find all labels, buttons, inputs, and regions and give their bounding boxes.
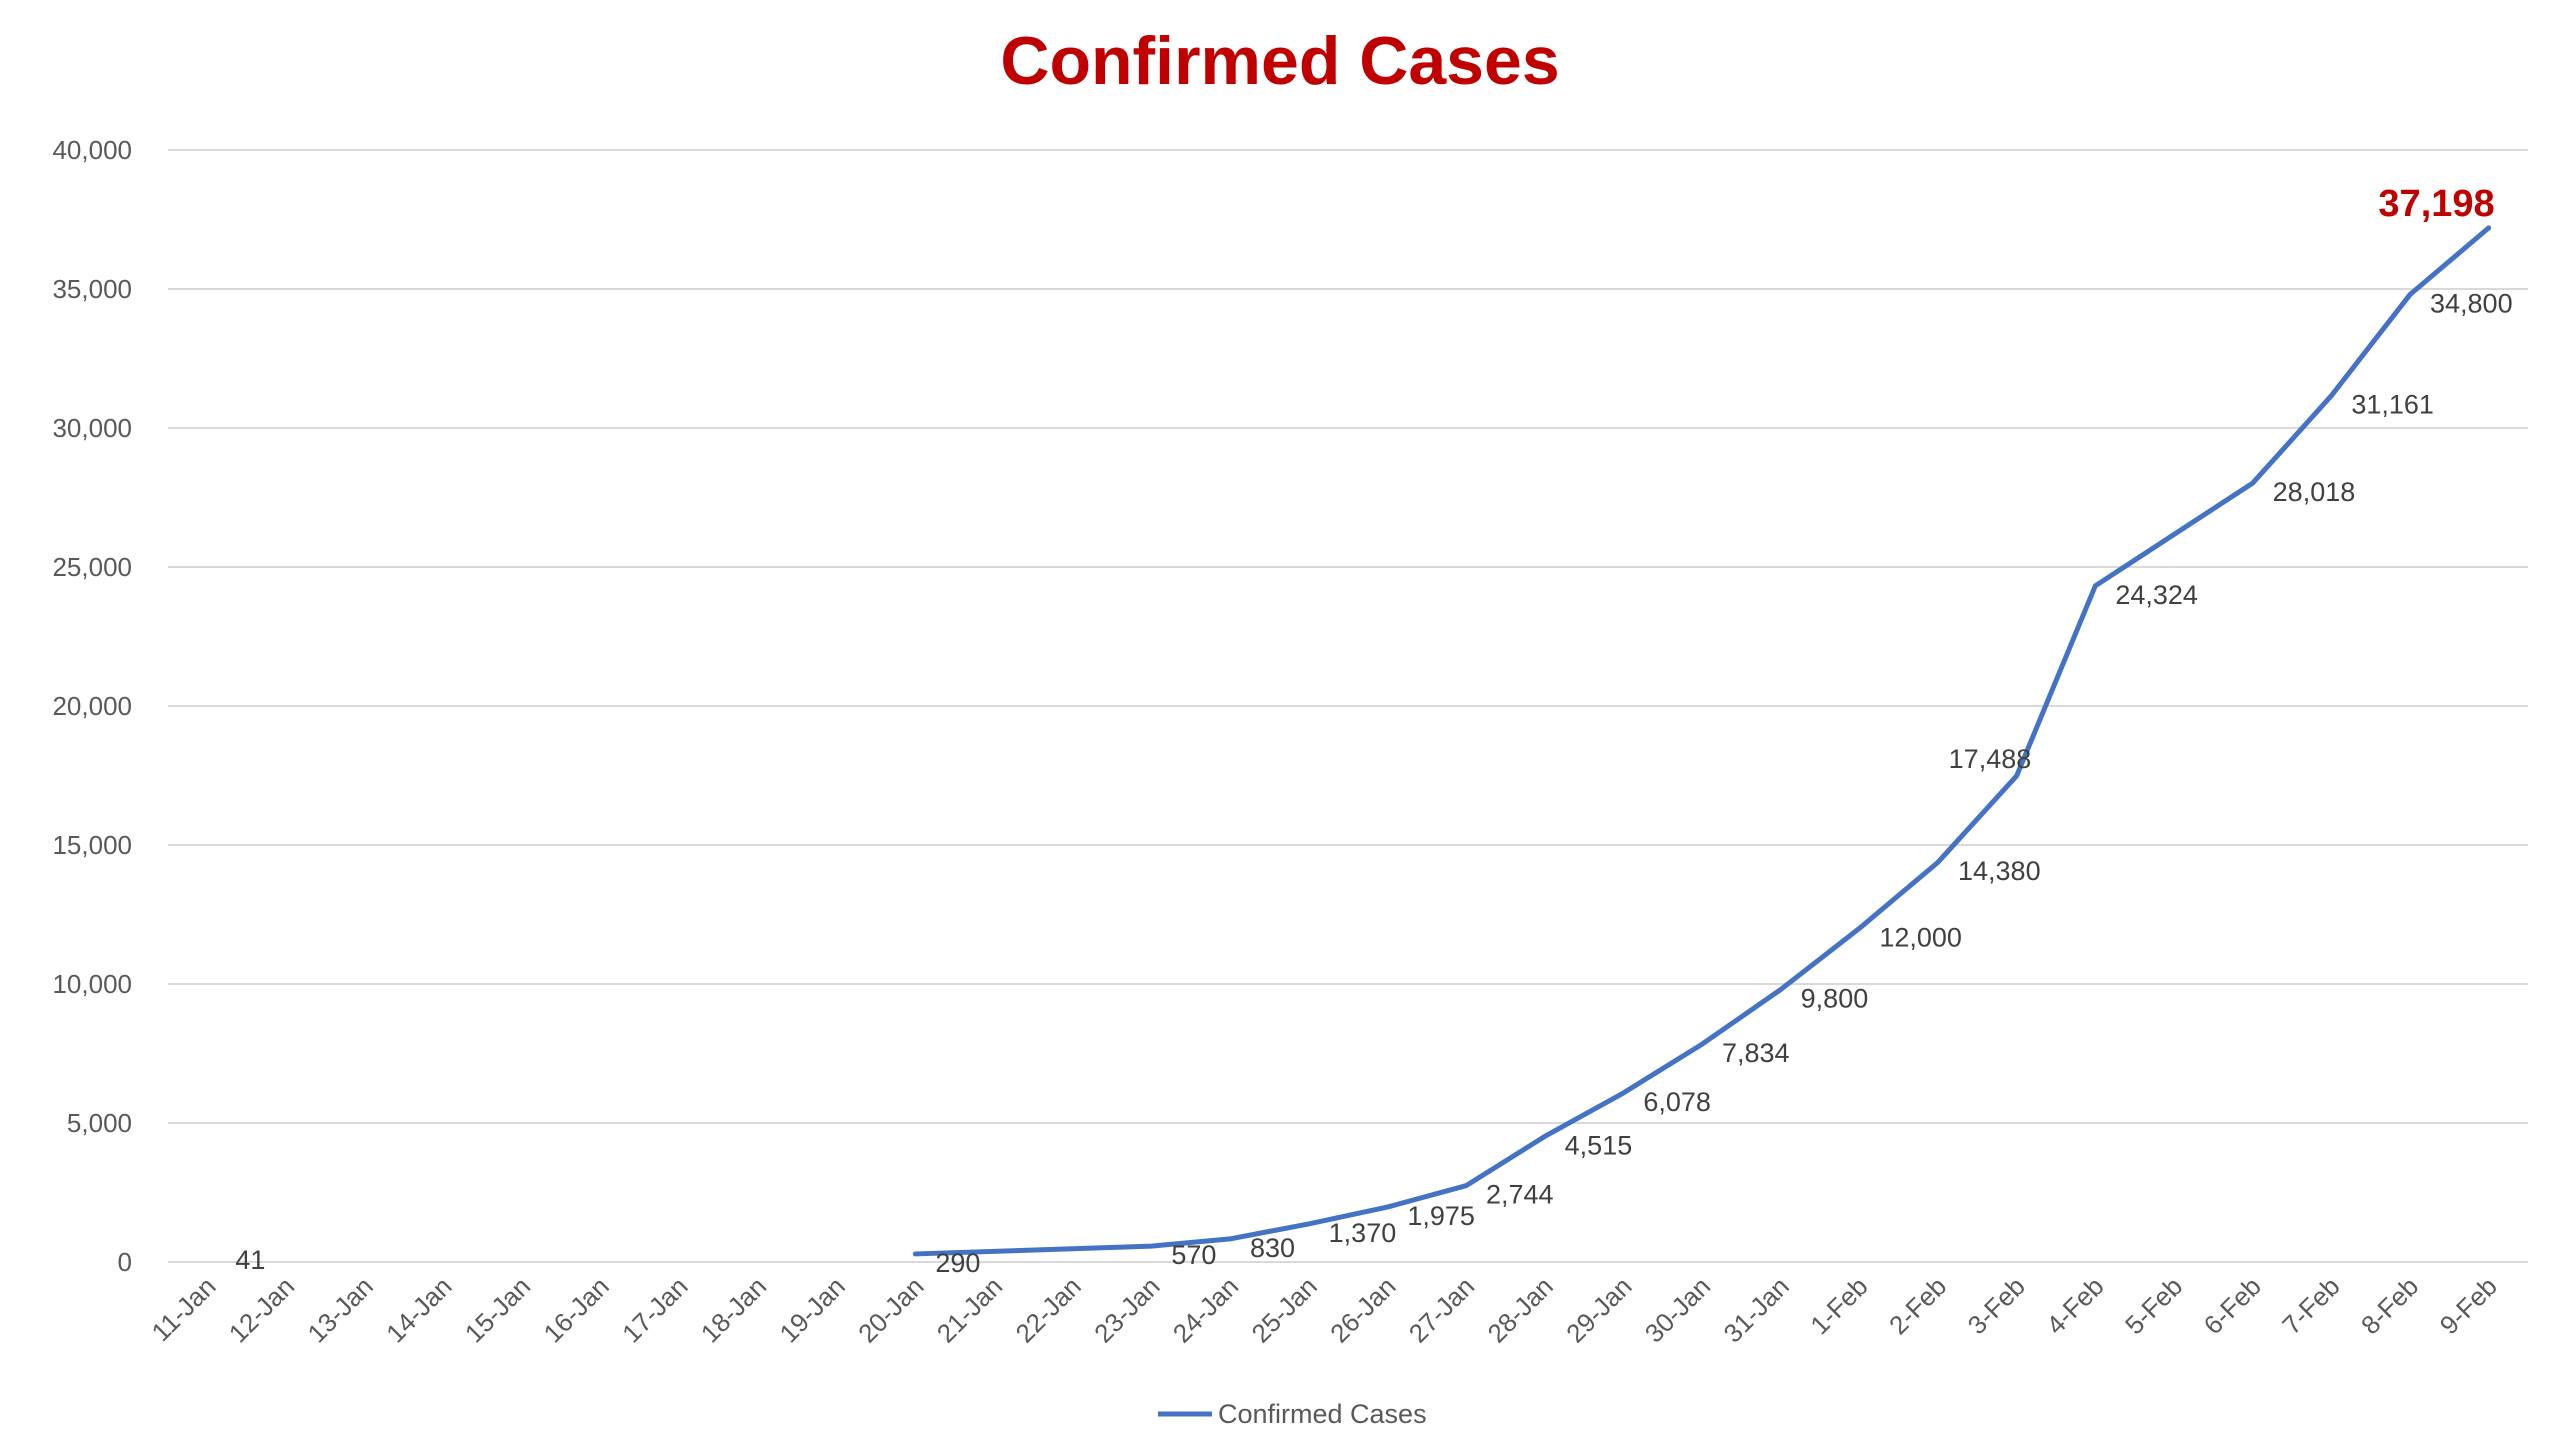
data-label: 41: [235, 1245, 265, 1275]
x-tick-label: 6-Feb: [2198, 1271, 2267, 1340]
x-tick-label: 7-Feb: [2276, 1271, 2345, 1340]
x-tick-label: 9-Feb: [2434, 1271, 2503, 1340]
x-tick-label: 2-Feb: [1883, 1271, 1952, 1340]
data-label: 9,800: [1801, 984, 1869, 1014]
x-tick-label: 17-Jan: [616, 1271, 693, 1348]
x-tick-label: 11-Jan: [146, 1271, 222, 1347]
y-tick-label: 35,000: [52, 274, 132, 304]
x-tick-label: 26-Jan: [1324, 1271, 1401, 1348]
x-tick-label: 30-Jan: [1639, 1271, 1716, 1348]
data-label: 17,488: [1949, 744, 2032, 774]
data-label: 6,078: [1643, 1087, 1711, 1117]
x-tick-label: 13-Jan: [301, 1271, 378, 1348]
x-tick-label: 8-Feb: [2355, 1271, 2424, 1340]
series-line-confirmed-cases: [912, 225, 2492, 1257]
x-tick-label: 16-Jan: [537, 1271, 614, 1348]
x-tick-label: 18-Jan: [695, 1271, 772, 1348]
y-tick-label: 0: [118, 1247, 132, 1277]
data-label: 830: [1250, 1233, 1295, 1263]
data-label: 31,161: [2351, 390, 2434, 420]
data-label: 7,834: [1722, 1038, 1790, 1068]
y-tick-label: 25,000: [52, 552, 132, 582]
data-label: 24,324: [2115, 580, 2198, 610]
data-label: 4,515: [1565, 1130, 1633, 1160]
x-tick-label: 20-Jan: [852, 1271, 929, 1348]
x-tick-label: 12-Jan: [223, 1271, 300, 1348]
x-tick-label: 15-Jan: [459, 1271, 536, 1348]
data-label: 1,370: [1329, 1218, 1397, 1248]
data-label: 12,000: [1879, 922, 1962, 952]
data-label: 14,380: [1958, 856, 2041, 886]
x-tick-label: 4-Feb: [2040, 1271, 2109, 1340]
data-label: 1,975: [1407, 1201, 1475, 1231]
x-tick-label: 1-Feb: [1804, 1271, 1873, 1340]
x-tick-label: 29-Jan: [1560, 1271, 1637, 1348]
y-tick-label: 40,000: [52, 135, 132, 165]
x-tick-label: 5-Feb: [2119, 1271, 2188, 1340]
data-label: 34,800: [2430, 289, 2513, 319]
x-tick-label: 28-Jan: [1481, 1271, 1558, 1348]
legend-label: Confirmed Cases: [1218, 1399, 1427, 1429]
x-tick-label: 19-Jan: [773, 1271, 850, 1348]
x-tick-label: 25-Jan: [1245, 1271, 1322, 1348]
x-tick-label: 14-Jan: [380, 1271, 457, 1348]
x-tick-label: 22-Jan: [1009, 1271, 1086, 1348]
data-label: 28,018: [2273, 477, 2356, 507]
y-tick-label: 20,000: [52, 691, 132, 721]
x-tick-label: 24-Jan: [1167, 1271, 1244, 1348]
chart-title: Confirmed Cases: [1000, 23, 1560, 99]
data-label: 290: [935, 1248, 980, 1278]
data-label: 2,744: [1486, 1180, 1554, 1210]
data-label: 570: [1171, 1240, 1216, 1270]
x-tick-label: 23-Jan: [1088, 1271, 1165, 1348]
data-label: 37,198: [2378, 183, 2494, 225]
x-tick-label: 21-Jan: [931, 1271, 1008, 1348]
y-tick-label: 15,000: [52, 830, 132, 860]
y-tick-label: 10,000: [52, 969, 132, 999]
y-tick-label: 5,000: [67, 1108, 132, 1138]
x-tick-label: 31-Jan: [1717, 1271, 1794, 1348]
x-tick-label: 3-Feb: [1962, 1271, 2031, 1340]
y-tick-label: 30,000: [52, 413, 132, 443]
x-tick-label: 27-Jan: [1403, 1271, 1480, 1348]
